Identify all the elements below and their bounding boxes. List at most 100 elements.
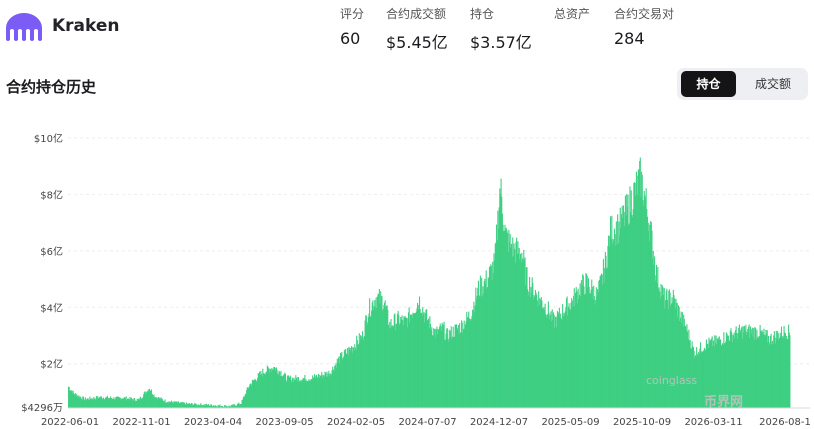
data-bar bbox=[343, 349, 345, 408]
data-bar bbox=[617, 214, 619, 408]
data-bar bbox=[523, 249, 525, 408]
data-bar bbox=[396, 323, 398, 408]
data-bar bbox=[577, 288, 579, 408]
stat-open-interest: 持仓 $3.57亿 bbox=[470, 5, 532, 53]
data-bar bbox=[90, 398, 92, 408]
data-bar bbox=[525, 285, 527, 408]
data-bar bbox=[448, 329, 450, 408]
data-bar bbox=[453, 336, 456, 408]
data-bar bbox=[431, 335, 434, 408]
data-bar bbox=[439, 326, 441, 408]
data-bar bbox=[682, 326, 684, 408]
data-bar bbox=[141, 398, 143, 408]
data-bar bbox=[99, 396, 101, 408]
data-bar bbox=[152, 394, 154, 408]
data-bar bbox=[240, 403, 242, 408]
data-bar bbox=[106, 397, 108, 408]
data-bar bbox=[128, 398, 130, 408]
x-tick-label: 2023-04-04 bbox=[184, 417, 242, 428]
data-bar bbox=[755, 339, 757, 408]
data-bar bbox=[544, 303, 546, 408]
data-bar bbox=[550, 311, 552, 408]
data-bar bbox=[357, 344, 359, 408]
data-bar bbox=[304, 375, 306, 408]
data-bar bbox=[330, 375, 332, 408]
toggle-open-interest[interactable]: 持仓 bbox=[681, 71, 736, 97]
data-bar bbox=[492, 261, 494, 408]
x-tick-label: 2026-08-1 bbox=[759, 417, 811, 428]
data-bar bbox=[479, 275, 481, 408]
data-bar bbox=[651, 230, 653, 408]
data-bar bbox=[764, 334, 766, 408]
data-bar bbox=[433, 328, 435, 408]
data-bar bbox=[644, 195, 646, 408]
data-bar bbox=[142, 397, 144, 408]
data-bar bbox=[462, 333, 464, 408]
data-bar bbox=[637, 169, 639, 408]
data-bar bbox=[321, 378, 323, 408]
data-bar bbox=[321, 372, 323, 408]
data-bar bbox=[361, 338, 363, 408]
data-bar bbox=[725, 341, 727, 408]
data-bar bbox=[639, 160, 641, 408]
data-bar bbox=[71, 393, 73, 408]
data-bar bbox=[746, 331, 748, 408]
data-bar bbox=[258, 373, 260, 408]
data-bar bbox=[202, 405, 204, 408]
data-bar bbox=[206, 404, 208, 408]
data-bar bbox=[687, 339, 689, 408]
data-bar bbox=[367, 322, 369, 408]
data-bar bbox=[93, 398, 96, 408]
data-bar bbox=[543, 310, 546, 408]
data-bar bbox=[250, 385, 252, 408]
data-bar bbox=[775, 330, 777, 408]
data-bar bbox=[473, 301, 475, 408]
data-bar bbox=[260, 373, 263, 408]
data-bar bbox=[661, 295, 663, 408]
data-bar bbox=[591, 286, 593, 408]
data-bar bbox=[386, 305, 388, 408]
data-bar bbox=[613, 241, 615, 408]
data-bar bbox=[309, 379, 311, 408]
data-bar bbox=[382, 311, 384, 408]
data-bar bbox=[148, 388, 151, 408]
data-bar bbox=[481, 277, 483, 408]
data-bar bbox=[182, 401, 184, 408]
data-bar bbox=[345, 348, 347, 408]
data-bar bbox=[778, 337, 781, 408]
data-bar bbox=[621, 205, 623, 408]
data-bar bbox=[662, 287, 664, 408]
data-bar bbox=[773, 331, 775, 408]
data-bar bbox=[249, 383, 252, 408]
data-bar bbox=[537, 306, 539, 408]
data-bar bbox=[214, 405, 216, 408]
data-bar bbox=[500, 178, 502, 408]
data-bar bbox=[450, 330, 452, 408]
data-bar bbox=[619, 207, 621, 408]
data-bar bbox=[251, 379, 253, 408]
data-bar bbox=[490, 264, 492, 408]
toggle-volume[interactable]: 成交额 bbox=[754, 77, 791, 91]
data-bar bbox=[103, 399, 105, 408]
data-bar bbox=[210, 404, 212, 408]
data-bar bbox=[238, 404, 241, 408]
x-tick-label: 2026-03-11 bbox=[684, 417, 742, 428]
data-bar bbox=[666, 288, 668, 408]
data-bar bbox=[658, 287, 660, 408]
data-bar bbox=[336, 358, 338, 408]
data-bar bbox=[487, 277, 489, 408]
data-bar bbox=[585, 273, 587, 408]
data-bar bbox=[665, 300, 667, 408]
data-bar bbox=[398, 315, 400, 408]
data-bar bbox=[230, 405, 232, 408]
data-bar bbox=[580, 296, 582, 408]
data-bar bbox=[567, 306, 569, 408]
data-bar bbox=[382, 308, 384, 408]
data-bar bbox=[720, 345, 722, 408]
data-bar bbox=[507, 252, 509, 408]
data-bar bbox=[214, 405, 217, 408]
data-bar bbox=[101, 396, 103, 408]
data-bar bbox=[459, 323, 461, 408]
data-bar bbox=[276, 369, 278, 408]
data-bar bbox=[613, 228, 615, 408]
